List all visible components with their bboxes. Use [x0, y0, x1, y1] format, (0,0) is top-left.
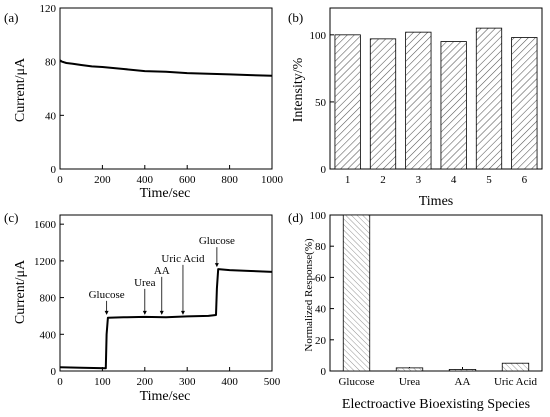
panel-b-xtick-label: 2	[380, 174, 386, 186]
panel-c-ytick-label: 1600	[34, 219, 57, 231]
panel-c-ticks: 0 100 200 300 400 500 0 400 800 1200 1600	[34, 219, 281, 388]
panel-c-ylabel: Current/μA	[13, 259, 28, 324]
panel-b-plot-frame	[329, 7, 543, 170]
panel-c-xtick-label: 200	[137, 376, 154, 388]
panel-c-annotation-label: AA	[154, 265, 170, 277]
panel-b-ylabel: Intensity/%	[291, 57, 306, 122]
panel-c-plot-frame	[59, 214, 273, 372]
panel-a-plot-frame	[59, 7, 273, 170]
panel-a-ylabel: Current/μA	[13, 57, 28, 122]
panel-c-ytick-label: 800	[40, 293, 57, 305]
panel-c-ytick-label: 1200	[34, 256, 57, 268]
panel-b-xlabel: Times	[419, 194, 454, 209]
panel-d-ytick-label: 0	[321, 366, 327, 378]
panel-c-annotation-arrowhead	[159, 310, 164, 315]
panel-b: 0 50 100 1 2 3 4 5 6 (b) Times Intensity/%	[288, 7, 543, 209]
panel-d-tag: (d)	[288, 210, 303, 225]
panel-a-xtick-label: 0	[57, 174, 63, 186]
panel-c-tag: (c)	[4, 210, 18, 225]
panel-c-ytick-label: 400	[40, 329, 57, 341]
panel-c-annotation-label: Glucose	[89, 289, 125, 301]
panel-a-ytick-label: 40	[45, 110, 57, 122]
panel-a-ytick-label: 0	[51, 164, 57, 176]
panel-c-xtick-label: 400	[221, 376, 238, 388]
panel-d-ytick-label: 40	[315, 304, 327, 316]
panel-a-ticks: 0 200 400 600 800 1000 0 40 80 120	[40, 3, 284, 186]
panel-c-xtick-label: 500	[264, 376, 281, 388]
panel-b-ytick-label: 50	[315, 97, 327, 109]
panel-d-ytick-label: 80	[315, 241, 327, 253]
panel-d-ticks: 0 20 40 60 80 100 Glucose Urea AA Uric Acid	[310, 210, 538, 388]
panel-c-ytick-label: 0	[51, 366, 57, 378]
panel-d-bar	[342, 214, 371, 372]
panel-c-annotation-arrowhead	[180, 310, 185, 315]
panel-d-ytick-label: 20	[315, 335, 327, 347]
panel-b-bar	[511, 37, 538, 170]
panel-b-bar	[475, 27, 503, 170]
panel-b-xtick-label: 6	[522, 174, 528, 186]
panel-c-annotation-label: Glucose	[199, 235, 235, 247]
panel-d: 0 20 40 60 80 100 Glucose Urea AA Uric Acid (d) E…	[288, 210, 543, 412]
panel-a-xtick-label: 1000	[261, 174, 284, 186]
panel-b-xtick-label: 3	[416, 174, 422, 186]
panel-b-xtick-label: 5	[486, 174, 492, 186]
panel-c-current-trace	[59, 268, 273, 370]
panel-c-annotation-label: Urea	[134, 277, 155, 289]
panel-c-xtick-label: 100	[94, 376, 111, 388]
panel-d-ylabel: Normalized Response(%)	[303, 238, 315, 352]
panel-d-ytick-label: 100	[310, 210, 327, 222]
panel-b-bar	[440, 41, 467, 170]
panel-a-tag: (a)	[4, 10, 18, 25]
panel-d-plot-frame	[329, 214, 543, 372]
panel-b-bars	[334, 27, 538, 170]
panel-d-xlabel: Electroactive Bioexisting Species	[342, 397, 530, 412]
panel-c: 0 100 200 300 400 500 0 400 800 1200 1600 Glucose U…	[4, 210, 281, 404]
panel-a-xtick-label: 600	[179, 174, 196, 186]
panel-b-bar	[334, 34, 361, 170]
panel-a-ytick-label: 120	[40, 3, 57, 15]
panel-b-bar	[369, 38, 397, 170]
panel-c-annotation-arrowhead	[214, 263, 219, 268]
panel-a-ytick-label: 80	[45, 57, 57, 69]
panel-c-annotation-arrowhead	[142, 310, 147, 315]
panel-b-xtick-label: 1	[345, 174, 351, 186]
panel-c-annotation-arrowhead	[104, 310, 109, 315]
panel-b-ytick-label: 0	[321, 164, 327, 176]
panel-d-bar	[501, 362, 530, 372]
panel-b-xtick-label: 4	[451, 174, 457, 186]
panel-d-xtick-label: Glucose	[338, 376, 374, 388]
panel-d-xtick-label: AA	[455, 376, 471, 388]
panel-a-xtick-label: 200	[94, 174, 111, 186]
panel-c-annotation-label: Uric Acid	[161, 253, 205, 265]
panel-a-xtick-label: 400	[137, 174, 154, 186]
panel-d-bar	[448, 369, 477, 372]
panel-d-xtick-label: Uric Acid	[494, 376, 538, 388]
panel-d-xtick-label: Urea	[399, 376, 420, 388]
panel-d-bars	[342, 214, 530, 372]
panel-d-bar	[395, 367, 424, 372]
panel-d-ytick-label: 60	[315, 272, 327, 284]
panel-b-tag: (b)	[288, 10, 303, 25]
panel-c-xtick-label: 300	[179, 376, 196, 388]
panel-a-xtick-label: 800	[221, 174, 238, 186]
panel-c-xtick-label: 0	[57, 376, 63, 388]
panel-a-xlabel: Time/sec	[140, 186, 191, 201]
panel-a: 0 200 400 600 800 1000 0 40 80 120 (a) Time/sec C…	[4, 3, 284, 201]
panel-c-xlabel: Time/sec	[140, 389, 191, 404]
panel-b-bar	[405, 31, 432, 170]
panel-a-current-trace	[59, 59, 273, 77]
panel-b-ytick-label: 100	[310, 30, 327, 42]
